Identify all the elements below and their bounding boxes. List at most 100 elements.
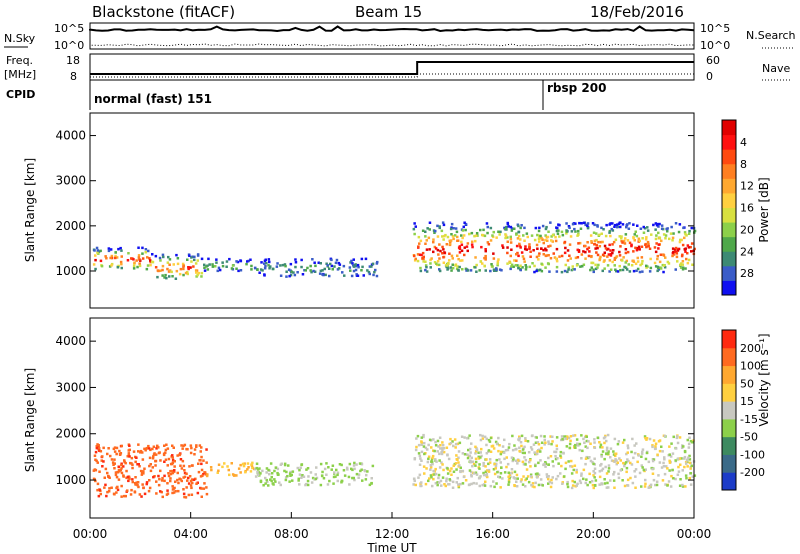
scatter-cell: [192, 265, 195, 268]
scatter-cell: [510, 227, 514, 230]
scatter-cell: [306, 483, 310, 487]
scatter-cell: [506, 462, 510, 466]
scatter-cell: [685, 477, 688, 480]
scatter-cell: [634, 246, 637, 250]
scatter-cell: [625, 452, 628, 456]
scatter-cell: [560, 270, 564, 274]
scatter-cell: [578, 241, 582, 245]
scatter-cell: [555, 259, 559, 263]
scatter-cell: [485, 474, 488, 477]
scatter-cell: [594, 263, 597, 267]
scatter-cell: [197, 462, 200, 465]
scatter-cell: [269, 462, 273, 465]
scatter-cell: [459, 259, 462, 262]
scatter-cell: [174, 490, 177, 493]
scatter-cell: [254, 467, 257, 471]
scatter-cell: [147, 489, 151, 493]
scatter-cell: [445, 265, 448, 269]
scatter-cell: [442, 450, 446, 454]
scatter-cell: [535, 269, 538, 273]
scatter-cell: [477, 455, 480, 459]
scatter-cell: [462, 225, 465, 229]
scatter-cell: [200, 275, 203, 278]
scatter-cell: [668, 445, 671, 448]
scatter-cell: [453, 438, 457, 441]
scatter-cell: [535, 243, 539, 247]
scatter-cell: [667, 480, 671, 483]
scatter-cell: [533, 238, 537, 242]
mode-label-normal: normal (fast) 151: [94, 92, 212, 106]
scatter-cell: [568, 254, 571, 257]
scatter-cell: [449, 441, 453, 445]
scatter-cell: [148, 456, 152, 460]
scatter-cell: [168, 275, 171, 278]
scatter-cell: [497, 436, 500, 440]
scatter-cell: [449, 437, 452, 441]
scatter-cell: [533, 485, 536, 489]
scatter-cell: [625, 470, 628, 474]
scatter-cell: [455, 454, 458, 457]
scatter-cell: [424, 230, 427, 233]
scatter-cell: [484, 249, 487, 253]
scatter-cell: [241, 462, 245, 466]
scatter-cell: [682, 226, 685, 230]
scatter-cell: [663, 472, 667, 476]
scatter-cell: [420, 450, 424, 454]
scatter-cell: [185, 486, 188, 489]
scatter-cell: [689, 483, 693, 486]
scatter-cell: [664, 234, 668, 237]
scatter-cell: [164, 273, 167, 277]
scatter-cell: [164, 458, 168, 461]
scatter-cell: [592, 231, 596, 234]
scatter-cell: [314, 264, 317, 268]
scatter-cell: [518, 449, 521, 453]
scatter-cell: [555, 229, 559, 233]
scatter-cell: [233, 474, 236, 477]
scatter-cell: [525, 232, 529, 235]
scatter-cell: [126, 259, 130, 262]
scatter-cell: [590, 261, 593, 265]
scatter-cell: [97, 494, 101, 498]
scatter-cell: [293, 273, 297, 277]
scatter-cell: [452, 237, 455, 241]
scatter-cell: [157, 269, 160, 273]
scatter-cell: [422, 433, 425, 437]
scatter-cell: [128, 477, 131, 481]
scatter-cell: [541, 484, 544, 487]
scatter-cell: [577, 250, 581, 253]
scatter-cell: [566, 480, 569, 484]
scatter-cell: [413, 232, 416, 236]
scatter-cell: [522, 463, 526, 466]
scatter-cell: [269, 265, 272, 268]
scatter-cell: [623, 464, 626, 468]
scatter-cell: [283, 469, 286, 473]
scatter-cell: [689, 439, 693, 443]
scatter-cell: [171, 469, 174, 473]
scatter-cell: [418, 463, 422, 466]
scatter-cell: [683, 455, 687, 459]
scatter-cell: [666, 260, 670, 264]
scatter-cell: [482, 473, 486, 477]
scatter-cell: [511, 448, 515, 452]
scatter-cell: [97, 447, 101, 450]
scatter-cell: [434, 458, 437, 461]
scatter-cell: [104, 483, 107, 487]
scatter-cell: [508, 477, 511, 480]
scatter-cell: [555, 247, 559, 251]
colorbar-swatch: [722, 222, 736, 238]
scatter-cell: [450, 226, 453, 229]
scatter-cell: [588, 250, 591, 253]
scatter-cell: [690, 242, 694, 245]
scatter-cell: [678, 240, 682, 244]
scatter-cell: [452, 444, 455, 448]
scatter-cell: [427, 443, 430, 447]
scatter-cell: [493, 463, 496, 466]
scatter-cell: [417, 452, 421, 455]
scatter-cell: [105, 257, 108, 260]
scatter-cell: [436, 260, 440, 263]
scatter-cell: [602, 228, 605, 231]
scatter-cell: [113, 467, 116, 470]
scatter-cell: [593, 243, 596, 246]
scatter-cell: [623, 438, 626, 442]
scatter-cell: [479, 438, 483, 442]
